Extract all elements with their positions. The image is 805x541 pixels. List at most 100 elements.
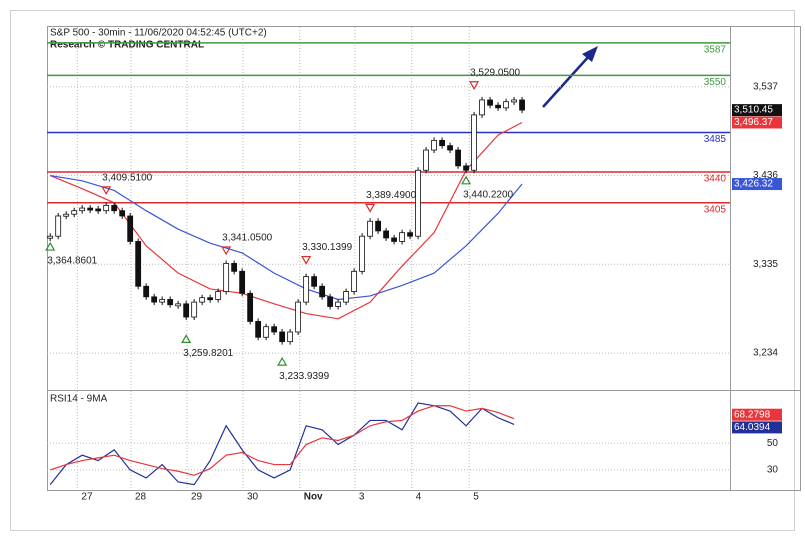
annotation-label: 3,341.0500 [222,233,272,244]
candle [191,301,198,318]
candle [239,270,246,294]
level-label: 3440 [704,174,727,185]
candle [183,303,190,318]
candle [311,276,318,287]
x-tick-label: 30 [247,492,259,503]
x-tick-label: 5 [473,492,479,503]
candle [247,292,254,322]
annotation-label: 3,233.9399 [279,371,329,382]
rsi-line [49,402,515,486]
candle [63,213,70,217]
candle [271,326,278,333]
plot-frame [47,26,801,491]
candle [119,210,126,217]
candle [399,232,405,242]
up-marker [45,241,56,251]
candle [455,149,461,167]
candle [255,321,262,338]
last-value-box [732,116,782,129]
candle [287,331,294,343]
candle [359,235,366,272]
level-label: 3550 [704,77,727,88]
level-label: 3405 [704,204,727,215]
candle [103,205,110,212]
candle [127,215,134,242]
x-tick-label: 28 [135,492,147,503]
y-tick-label: 3,234 [753,348,778,359]
annotation-label: 3,330.1399 [302,242,352,253]
annotation-label: 3,389.4900 [366,190,416,201]
candle [503,101,509,109]
annotation-label: 3,529.0500 [470,67,520,78]
x-tick-label: 27 [81,492,93,503]
candle [367,220,374,237]
down-marker [301,255,312,265]
candle [295,301,302,333]
x-tick-label: 4 [416,492,422,503]
candle [407,232,413,237]
y-tick-label: 3,537 [753,81,778,92]
candle [87,207,94,211]
candle [351,270,358,292]
last-value-box [732,104,782,117]
candle [279,331,286,343]
y-tick-label: 3,436 [753,170,778,181]
candle [391,237,397,242]
down-marker [365,203,376,213]
candle [415,169,421,237]
candle [151,296,158,303]
last-value-label: 68.2798 [734,409,771,420]
candle [55,215,62,237]
moving-average [50,174,523,301]
last-value-label: 64.0394 [734,422,771,433]
candle [343,291,350,303]
y-tick-label: 3,335 [753,259,778,270]
rsi-line [50,405,515,476]
last-value-box [732,178,782,191]
y-tick-label: 30 [767,465,779,476]
trend-arrow [542,46,598,108]
down-marker [221,246,232,256]
candle [231,263,238,272]
candle [143,285,150,298]
x-tick-label: Nov [304,492,323,503]
last-value-label: 3,510.45 [734,105,773,116]
candle [159,299,166,303]
candle [471,114,477,171]
x-tick-label: 3 [359,492,365,503]
candle [447,145,453,151]
down-marker [101,186,112,196]
candle [303,276,310,303]
candle [423,149,429,171]
rsi-title: RSI14 - 9MA [50,394,108,405]
candle [79,207,86,212]
candle [95,208,102,212]
candle [167,299,174,306]
candle [175,303,182,307]
candle [199,297,206,303]
candle [327,296,334,307]
candle [263,326,270,338]
candle [47,235,54,239]
candle [439,139,445,147]
y-tick-label: 50 [767,438,779,449]
candle [463,165,469,171]
candle [375,220,382,232]
up-marker [181,334,192,343]
level-label: 3587 [704,44,727,55]
candle [319,285,326,298]
annotation-label: 3,364.8601 [47,256,97,267]
annotation-label: 3,259.8201 [183,348,233,359]
last-value-label: 3,426.32 [734,179,773,190]
up-marker [461,175,472,185]
down-marker [469,81,480,90]
candle [135,241,142,287]
candle [383,230,390,239]
candle [71,210,78,215]
annotation-label: 3,409.5100 [102,172,152,183]
up-marker [277,356,288,366]
candle [511,99,517,103]
candle [207,297,214,301]
last-value-label: 3,496.37 [734,117,773,128]
